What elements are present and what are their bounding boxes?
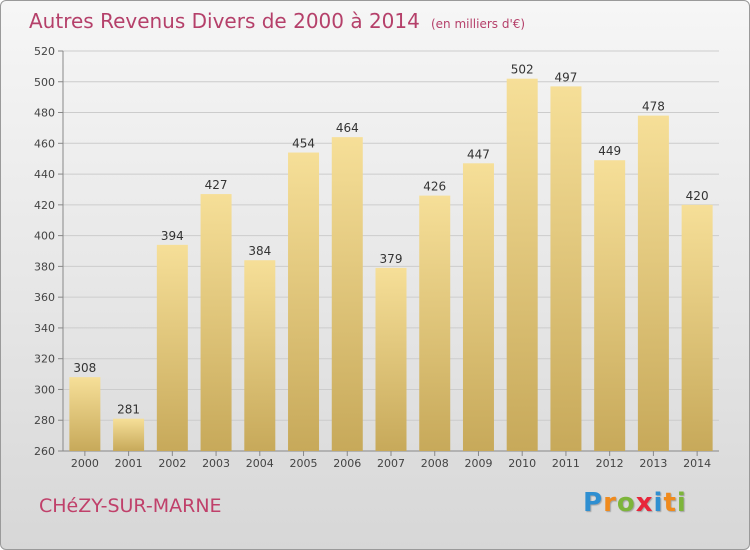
x-tick-label-2006: 2006 xyxy=(333,457,361,470)
logo-letter: x xyxy=(635,488,654,518)
x-tick-label-2005: 2005 xyxy=(290,457,318,470)
logo-letter: r xyxy=(603,488,617,518)
value-label-2003: 427 xyxy=(205,178,228,192)
value-label-2010: 502 xyxy=(511,63,534,77)
y-tick-label: 460 xyxy=(34,137,55,150)
bar-2011 xyxy=(550,86,582,451)
value-label-2013: 478 xyxy=(642,100,665,114)
value-label-2000: 308 xyxy=(73,361,96,375)
logo-letter: P xyxy=(583,488,604,518)
value-label-2014: 420 xyxy=(686,189,709,203)
x-tick-label-2000: 2000 xyxy=(71,457,99,470)
value-label-2002: 394 xyxy=(161,229,184,243)
bar-2008 xyxy=(419,195,451,451)
bar-2000 xyxy=(69,377,101,451)
bar-2007 xyxy=(375,267,407,451)
y-tick-label: 400 xyxy=(34,230,55,243)
chart-title-main: Autres Revenus Divers de 2000 à 2014 xyxy=(29,9,420,33)
x-tick-label-2012: 2012 xyxy=(596,457,624,470)
y-tick-label: 260 xyxy=(34,445,55,458)
x-tick-label-2014: 2014 xyxy=(683,457,711,470)
y-tick-label: 300 xyxy=(34,383,55,396)
y-tick-label: 340 xyxy=(34,322,55,335)
value-label-2004: 384 xyxy=(248,244,271,258)
y-tick-label: 420 xyxy=(34,199,55,212)
y-tick-label: 320 xyxy=(34,353,55,366)
x-tick-label-2004: 2004 xyxy=(246,457,274,470)
y-tick-label: 380 xyxy=(34,260,55,273)
value-label-2009: 447 xyxy=(467,147,490,161)
value-label-2006: 464 xyxy=(336,121,359,135)
y-tick-label: 440 xyxy=(34,168,55,181)
x-tick-label-2010: 2010 xyxy=(508,457,536,470)
bar-2002 xyxy=(156,244,188,451)
logo-letter: o xyxy=(616,488,636,518)
bar-2001 xyxy=(113,418,145,451)
x-tick-label-2009: 2009 xyxy=(464,457,492,470)
value-label-2011: 497 xyxy=(554,70,577,84)
labels: 260 280 300 320 340 360 380 400 420 440 460 480 500 5… xyxy=(34,45,711,470)
y-tick-label: 500 xyxy=(34,76,55,89)
x-tick-label-2011: 2011 xyxy=(552,457,580,470)
bar-2005 xyxy=(288,152,320,452)
value-label-2012: 449 xyxy=(598,144,621,158)
logo-letter: t xyxy=(663,488,677,518)
bar-2010 xyxy=(506,78,538,451)
logo-letter: i xyxy=(653,488,664,518)
bar-2003 xyxy=(200,194,232,452)
bars xyxy=(69,78,713,452)
bar-2006 xyxy=(331,137,363,451)
value-label-2008: 426 xyxy=(423,180,446,194)
value-label-2005: 454 xyxy=(292,137,315,151)
bar-2012 xyxy=(594,160,626,451)
y-tick-label: 520 xyxy=(34,45,55,58)
y-tick-label: 360 xyxy=(34,291,55,304)
bar-2014 xyxy=(681,204,713,451)
proxiti-logo[interactable]: Proxiti xyxy=(583,488,687,518)
value-label-2001: 281 xyxy=(117,403,140,417)
town-name: CHéZY-SUR-MARNE xyxy=(39,495,222,517)
x-tick-label-2002: 2002 xyxy=(158,457,186,470)
bar-2013 xyxy=(637,115,669,451)
x-tick-label-2008: 2008 xyxy=(421,457,449,470)
y-tick-label: 480 xyxy=(34,107,55,120)
chart-title-unit: (en milliers d'€) xyxy=(430,17,526,31)
chart-title: Autres Revenus Divers de 2000 à 2014 (en… xyxy=(29,9,525,33)
logo-letter: i xyxy=(676,488,687,518)
bar-2004 xyxy=(244,260,276,451)
x-tick-label-2013: 2013 xyxy=(639,457,667,470)
bar-2009 xyxy=(462,163,494,452)
x-tick-label-2001: 2001 xyxy=(115,457,143,470)
x-tick-label-2007: 2007 xyxy=(377,457,405,470)
y-tick-label: 280 xyxy=(34,414,55,427)
x-tick-label-2003: 2003 xyxy=(202,457,230,470)
value-label-2007: 379 xyxy=(380,252,403,266)
